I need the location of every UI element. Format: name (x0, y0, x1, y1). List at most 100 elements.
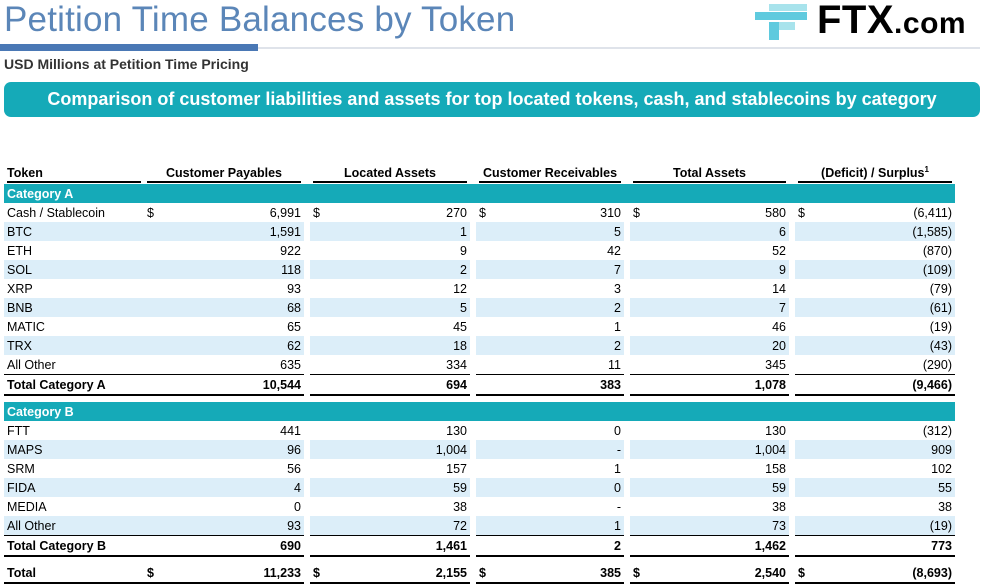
receivables-cell: 3 (614, 281, 621, 296)
deficit-cell: (109) (795, 260, 955, 280)
title-divider (258, 47, 980, 49)
table-header-row: Token Customer Payables Located Assets C… (4, 165, 955, 184)
payables-cell: 93 (144, 516, 304, 536)
deficit-cell: 773 (795, 535, 955, 558)
title-accent-bar (0, 44, 258, 51)
currency-symbol: $ (633, 565, 640, 580)
located-cell: 157 (446, 461, 467, 476)
col-header-payables: Customer Payables (144, 165, 304, 184)
located-cell: 2 (310, 260, 470, 280)
table-row: Cash / Stablecoin $6,991 $270 $310 $580 $ (6,4… (4, 203, 955, 222)
deficit-cell: (312) (922, 423, 952, 438)
payables-cell: 68 (144, 298, 304, 318)
table-row: FTT 441 130 0 130 (312) (4, 421, 955, 440)
category-label: Category B (4, 402, 955, 422)
total-cell: 130 (765, 423, 786, 438)
total-cell: 7 (630, 298, 789, 318)
table-row: XRP 93 12 3 14 (79) (4, 279, 955, 298)
token-cell: Total Category B (4, 535, 144, 558)
total-cell: 1,462 (630, 535, 789, 558)
token-cell: Total (4, 563, 144, 585)
currency-symbol: $ (147, 205, 154, 220)
located-cell: 694 (310, 374, 470, 397)
table-row: MATIC 65 45 1 46 (19) (4, 317, 955, 336)
payables-cell: $11,233 (144, 563, 304, 585)
receivables-cell: 383 (476, 374, 624, 397)
deficit-cell: 909 (795, 440, 955, 460)
located-cell: 5 (310, 298, 470, 318)
receivables-cell: 5 (476, 222, 624, 242)
col-header-total-assets: Total Assets (630, 165, 789, 184)
receivables-cell: 0 (476, 478, 624, 498)
payables-cell: $6,991 (147, 205, 301, 220)
col-header-receivables: Customer Receivables (476, 165, 624, 184)
token-cell: MEDIA (7, 499, 47, 514)
balances-table: Token Customer Payables Located Assets C… (4, 165, 955, 585)
payables-cell: 62 (144, 336, 304, 356)
col-header-deficit: (Deficit) / Surplus1 (795, 165, 955, 184)
table-row: ETH 922 9 42 52 (870) (4, 241, 955, 260)
ftx-logo-icon (755, 4, 807, 40)
payables-cell: 0 (294, 499, 301, 514)
table-row: FIDA 4 59 0 59 55 (4, 478, 955, 498)
receivables-cell: 0 (614, 423, 621, 438)
total-cell: 6 (630, 222, 789, 242)
total-cell: 38 (772, 499, 786, 514)
description-banner: Comparison of customer liabilities and a… (4, 82, 980, 117)
token-cell: XRP (7, 281, 33, 296)
located-cell: 72 (310, 516, 470, 536)
payables-cell: 96 (144, 440, 304, 460)
table-row: All Other 635 334 11 345 (290) (4, 355, 955, 375)
total-cell: $580 (633, 205, 786, 220)
deficit-cell: (79) (929, 281, 952, 296)
table-row: SOL 118 2 7 9 (109) (4, 260, 955, 280)
deficit-cell: $ (6,411) (798, 205, 952, 220)
payables-cell: 10,544 (144, 374, 304, 397)
total-cell: 73 (630, 516, 789, 536)
deficit-cell: (61) (795, 298, 955, 318)
currency-symbol: $ (313, 565, 320, 580)
deficit-cell: (9,466) (795, 374, 955, 397)
table-row: Total Category A 10,544 694 383 1,078 (9,466) (4, 374, 955, 397)
located-cell: 9 (460, 243, 467, 258)
total-cell: 158 (765, 461, 786, 476)
payables-cell: 635 (280, 357, 301, 372)
total-cell: 9 (630, 260, 789, 280)
logo-wordmark: FTX.com (817, 0, 966, 43)
currency-symbol: $ (798, 205, 805, 220)
receivables-cell: - (476, 440, 624, 460)
deficit-cell: (870) (922, 243, 952, 258)
located-cell: 130 (446, 423, 467, 438)
category-header-row: Category B (4, 402, 955, 422)
token-cell: All Other (7, 357, 56, 372)
deficit-cell: (290) (922, 357, 952, 372)
token-cell: BTC (4, 222, 144, 242)
receivables-cell: 1 (476, 516, 624, 536)
deficit-cell: (19) (929, 319, 952, 334)
table-row: Total $11,233 $2,155 $385 $2,540 $ (8,693) (4, 563, 955, 585)
token-cell: TRX (4, 336, 144, 356)
located-cell: $2,155 (310, 563, 470, 585)
table-row: BTC 1,591 1 5 6 (1,585) (4, 222, 955, 242)
token-cell: ETH (7, 243, 32, 258)
payables-cell: 118 (144, 260, 304, 280)
logo-text: FTX (817, 0, 895, 42)
receivables-cell: - (616, 499, 621, 514)
currency-symbol: $ (147, 565, 154, 580)
payables-cell: 65 (287, 319, 301, 334)
currency-symbol: $ (479, 205, 486, 220)
located-cell: 334 (446, 357, 467, 372)
total-cell: 52 (772, 243, 786, 258)
total-cell: 14 (772, 281, 786, 296)
located-cell: $270 (313, 205, 467, 220)
total-cell: 345 (765, 357, 786, 372)
payables-cell: 922 (280, 243, 301, 258)
token-cell: MATIC (7, 319, 45, 334)
deficit-cell: 38 (938, 499, 952, 514)
deficit-cell: 102 (931, 461, 952, 476)
payables-cell: 1,591 (144, 222, 304, 242)
table-row: MEDIA 0 38 - 38 38 (4, 497, 955, 516)
receivables-cell: 2 (476, 298, 624, 318)
payables-cell: 4 (144, 478, 304, 498)
table-row: BNB 68 5 2 7 (61) (4, 298, 955, 318)
